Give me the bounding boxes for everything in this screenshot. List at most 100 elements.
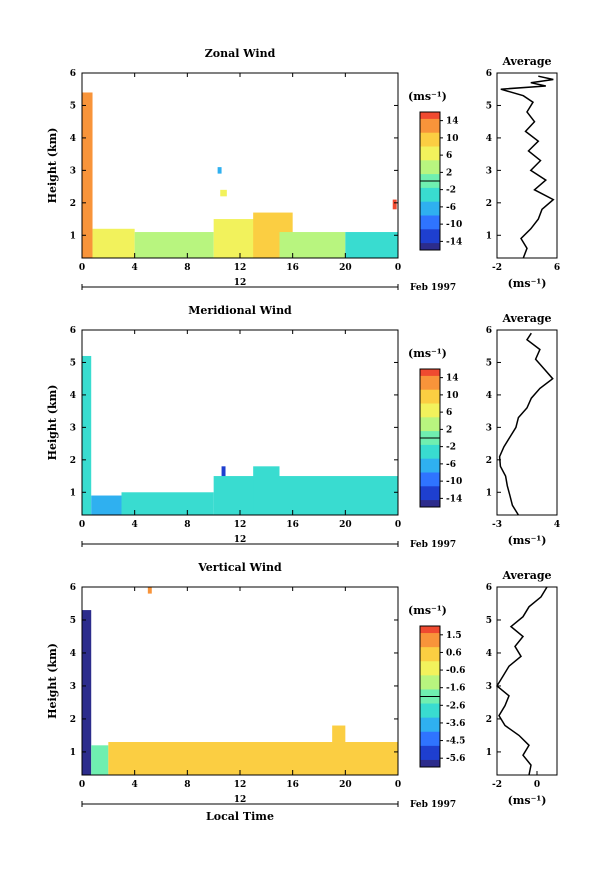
colorbar-swatch: [420, 194, 440, 203]
panel-title: Zonal Wind: [205, 47, 276, 60]
colorbar-swatch: [420, 500, 440, 508]
y-tick-label: 5: [70, 358, 76, 368]
colorbar-units: (ms⁻¹): [408, 604, 447, 617]
date-center-label: 12: [234, 535, 247, 545]
colorbar-tick-label: 6: [446, 151, 452, 161]
colorbar-swatch: [420, 389, 440, 398]
profile-y-tick-label: 5: [486, 358, 492, 368]
colorbar-swatch: [420, 424, 440, 432]
colorbar-swatch: [420, 375, 440, 384]
y-tick-label: 2: [70, 199, 76, 209]
x-tick-label: 16: [286, 780, 299, 790]
y-tick-label: 5: [70, 101, 76, 111]
profile-x-tick-label: -2: [492, 263, 502, 273]
heatmap-cell: [345, 232, 398, 258]
colorbar-swatch: [420, 724, 440, 733]
date-suffix: Feb 1997: [410, 283, 456, 293]
heatmap-cell: [134, 232, 214, 258]
x-tick-label: 12: [234, 780, 247, 790]
colorbar-tick-label: 6: [446, 408, 452, 418]
colorbar-swatch: [420, 438, 440, 446]
colorbar-swatch: [420, 633, 440, 641]
x-tick-label: 0: [79, 780, 85, 790]
colorbar-tick-label: 0.6: [446, 648, 462, 658]
colorbar-swatch: [420, 236, 440, 244]
y-tick-label: 6: [70, 583, 76, 593]
profile-x-tick-label: 6: [554, 263, 560, 273]
y-axis-label: Height (km): [46, 385, 59, 461]
y-tick-label: 4: [70, 649, 76, 659]
heatmap-cell: [220, 189, 227, 197]
y-axis-label: Height (km): [46, 128, 59, 204]
colorbar-tick-label: -6: [446, 203, 456, 213]
profile-y-tick-label: 5: [486, 101, 492, 111]
date-suffix: Feb 1997: [410, 540, 456, 550]
colorbar-swatch: [420, 472, 440, 480]
profile-x-tick-label: -3: [492, 520, 502, 530]
profile-x-tick-label: 0: [534, 780, 540, 790]
colorbar-swatch: [420, 493, 440, 501]
profile-title: Average: [501, 55, 551, 68]
colorbar-swatch: [420, 118, 440, 127]
colorbar-tick-label: -10: [446, 220, 462, 230]
heatmap-cell: [221, 466, 226, 483]
colorbar-tick-label: -14: [446, 494, 462, 504]
profile-units: (ms⁻¹): [508, 794, 547, 807]
average-profile: Average 1 2 3 4 5 6 -2 6 (ms⁻¹): [486, 55, 560, 290]
x-tick-label: 16: [286, 263, 299, 273]
heatmap-cell: [92, 228, 135, 258]
heatmap-cell: [108, 742, 398, 775]
profile-y-tick-label: 6: [486, 583, 492, 593]
average-profile: Average 1 2 3 4 5 6 -3 4 (ms⁻¹): [486, 312, 560, 547]
colorbar-swatch: [420, 139, 440, 147]
heatmap-cell: [279, 232, 346, 258]
y-tick-label: 1: [70, 488, 76, 498]
heatmap-cell: [147, 587, 152, 594]
profile-x-tick-label: -2: [492, 780, 502, 790]
average-profile: Average 1 2 3 4 5 6 -2 0 (ms⁻¹): [486, 569, 558, 807]
heatmap-cell: [82, 610, 92, 775]
colorbar-swatch: [420, 417, 440, 425]
colorbar-tick-label: -14: [446, 237, 462, 247]
colorbar-swatch: [420, 174, 440, 182]
colorbar-swatch: [420, 444, 440, 453]
profile-y-tick-label: 3: [486, 423, 492, 433]
heatmap-cell: [121, 492, 214, 515]
heatmap-cell: [91, 495, 122, 515]
colorbar-swatch: [420, 396, 440, 404]
x-tick-label: 0: [395, 263, 401, 273]
colorbar-tick-label: 1.5: [446, 631, 462, 641]
colorbar-swatch: [420, 153, 440, 161]
profile-units: (ms⁻¹): [508, 277, 547, 290]
colorbar-swatch: [420, 661, 440, 669]
colorbar-swatch: [420, 229, 440, 237]
colorbar-swatch: [420, 696, 440, 705]
profile-frame: [496, 586, 558, 776]
heatmap-cell: [91, 745, 109, 775]
colorbar-swatch: [420, 451, 440, 460]
colorbar-tick-label: -4.5: [446, 737, 465, 747]
heatmap-cell: [82, 355, 92, 515]
profile-y-tick-label: 3: [486, 166, 492, 176]
x-tick-label: 4: [132, 520, 138, 530]
colorbar-swatch: [420, 486, 440, 494]
colorbar-swatch: [420, 458, 440, 467]
colorbar-swatch: [420, 682, 440, 690]
x-tick-label: 12: [234, 520, 247, 530]
heatmap-cell: [82, 92, 93, 258]
x-tick-label: 8: [184, 780, 190, 790]
colorbar-tick-label: 14: [446, 117, 459, 127]
colorbar-tick-label: -6: [446, 460, 456, 470]
y-tick-label: 1: [70, 231, 76, 241]
colorbar-tick-label: 14: [446, 374, 459, 384]
colorbar-swatch: [420, 710, 440, 719]
profile-line: [500, 75, 555, 259]
colorbar-swatch: [420, 403, 440, 411]
profile-y-tick-label: 4: [486, 391, 492, 401]
heatmap-cell: [332, 725, 346, 743]
colorbar-swatch: [420, 465, 440, 473]
